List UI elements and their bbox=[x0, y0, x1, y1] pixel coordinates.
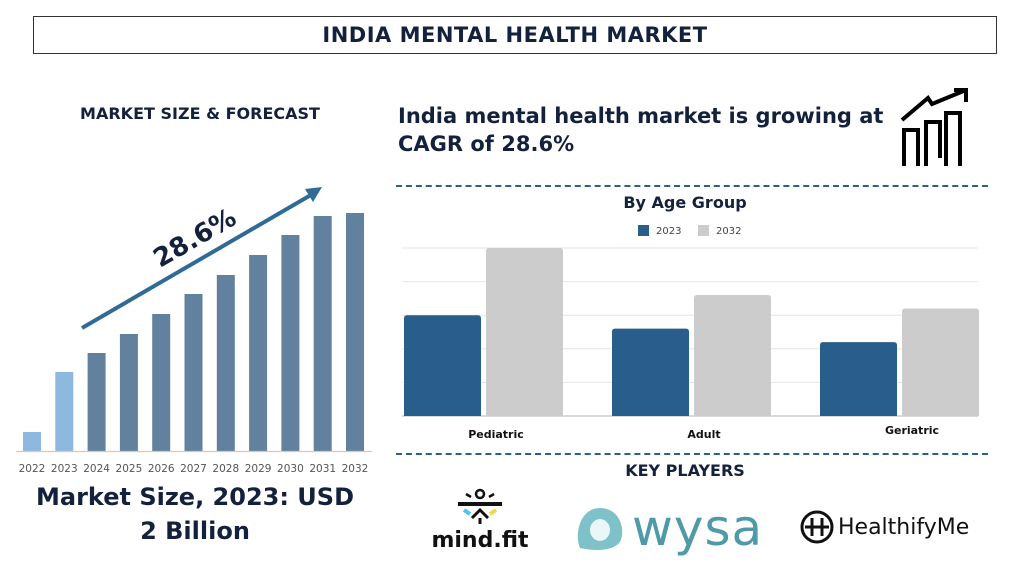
bar-2032 bbox=[346, 213, 364, 451]
tick-label-2030: 2030 bbox=[277, 463, 304, 475]
bar-2031 bbox=[313, 216, 332, 451]
tick-label-2031: 2031 bbox=[309, 463, 336, 475]
age-group-chart: 2023 2032 Pediatric Adult Geriatric bbox=[402, 225, 979, 441]
tick-label-2029: 2029 bbox=[245, 463, 272, 475]
tick-label-2027: 2027 bbox=[180, 463, 207, 475]
divider bbox=[396, 185, 988, 187]
healthifyme-symbol-icon bbox=[800, 510, 834, 544]
tick-label-2028: 2028 bbox=[212, 463, 239, 475]
bar-geriatric-2032 bbox=[902, 308, 979, 416]
legend-swatch-2023 bbox=[638, 225, 649, 236]
bar-geriatric-2023 bbox=[820, 342, 897, 416]
mindfit-logo: mind.fit bbox=[430, 484, 530, 554]
bar-2024 bbox=[87, 353, 106, 451]
category-label-geriatric: Geriatric bbox=[885, 424, 939, 437]
bar-adult-2023 bbox=[612, 328, 689, 416]
market-size-chart: 2022 2023 2024 2025 2026 2027 2028 2029 2030 2031… bbox=[16, 187, 372, 475]
bar-2030 bbox=[281, 235, 300, 451]
mindfit-symbol-icon bbox=[458, 488, 502, 524]
tick-label-2024: 2024 bbox=[83, 463, 110, 475]
bar-2022 bbox=[23, 432, 41, 451]
healthifyme-logo: HealthifyMe bbox=[800, 510, 969, 544]
mindfit-wordmark: mind.fit bbox=[431, 528, 529, 553]
page-title: INDIA MENTAL HEALTH MARKET bbox=[33, 16, 997, 54]
bar-2029 bbox=[249, 255, 268, 451]
cagr-statement: India mental health market is growing at… bbox=[398, 104, 884, 156]
wysa-mascot-icon bbox=[577, 508, 623, 550]
wysa-logo: wysa bbox=[574, 499, 764, 557]
tick-label-2025: 2025 bbox=[116, 463, 143, 475]
divider bbox=[396, 453, 988, 455]
bar-2025 bbox=[119, 334, 138, 451]
market-size-heading: MARKET SIZE & FORECAST bbox=[80, 104, 320, 123]
bar-2026 bbox=[152, 314, 171, 451]
tick-label-2023: 2023 bbox=[51, 463, 78, 475]
market-size-caption: Market Size, 2023: USD 2 Billion bbox=[0, 480, 390, 548]
arrow-head-icon bbox=[305, 187, 322, 202]
legend-label-2032: 2032 bbox=[716, 226, 741, 237]
legend-label-2023: 2023 bbox=[656, 226, 681, 237]
bar-pediatric-2032 bbox=[486, 248, 563, 416]
legend: 2023 2032 bbox=[638, 225, 741, 237]
wysa-wordmark: wysa bbox=[632, 499, 764, 557]
caption-line-1: Market Size, 2023: USD bbox=[35, 483, 354, 511]
key-players-title: KEY PLAYERS bbox=[625, 461, 745, 480]
category-label-pediatric: Pediatric bbox=[468, 428, 524, 441]
tick-label-2032: 2032 bbox=[342, 463, 369, 475]
growth-chart-icon bbox=[900, 88, 968, 166]
bar-2027 bbox=[184, 294, 203, 451]
growth-arrow bbox=[80, 190, 318, 330]
caption-line-2: 2 Billion bbox=[140, 517, 250, 545]
bar-2028 bbox=[216, 275, 235, 451]
tick-label-2022: 2022 bbox=[19, 463, 46, 475]
bar-adult-2032 bbox=[694, 295, 771, 416]
tick-label-2026: 2026 bbox=[148, 463, 175, 475]
category-label-adult: Adult bbox=[687, 428, 720, 441]
bar-pediatric-2023 bbox=[404, 315, 481, 416]
legend-swatch-2032 bbox=[698, 225, 709, 236]
age-chart-title: By Age Group bbox=[623, 193, 747, 212]
healthifyme-wordmark: HealthifyMe bbox=[838, 514, 970, 540]
bar-2023 bbox=[55, 372, 74, 451]
